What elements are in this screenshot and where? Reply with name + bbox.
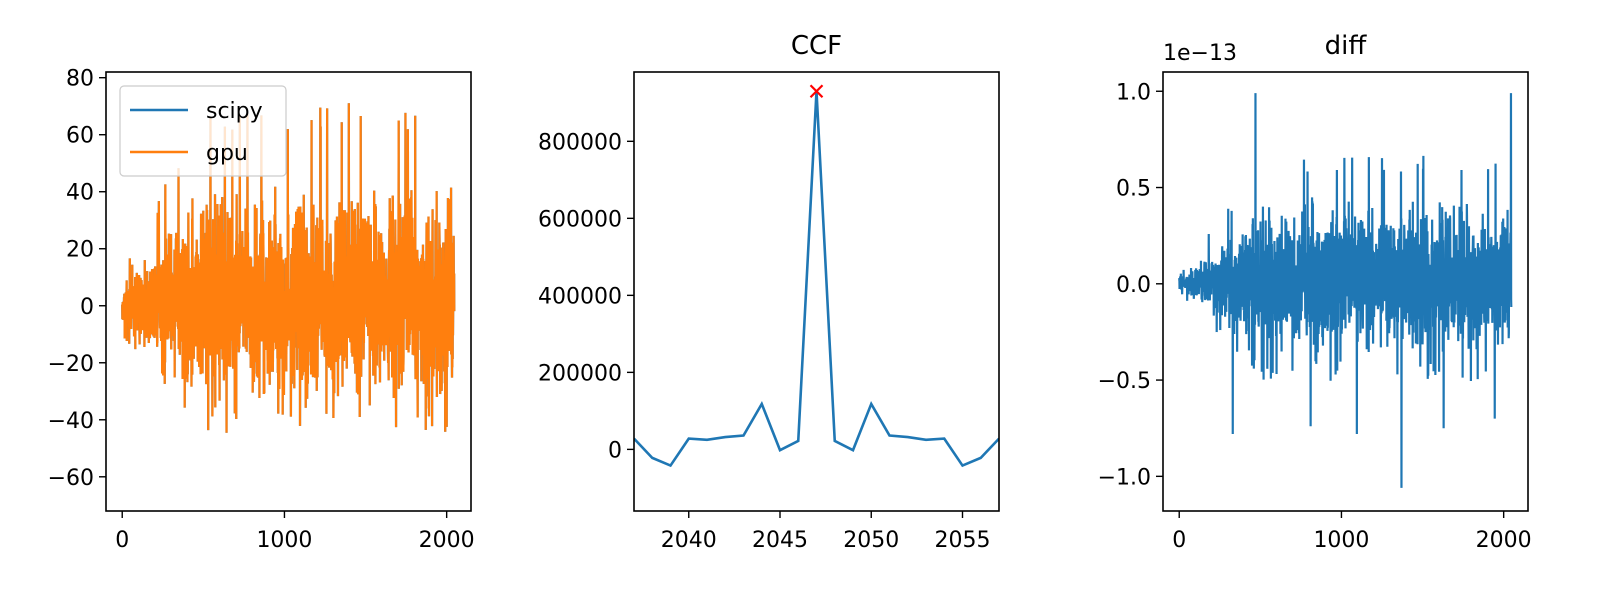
series-line-gpu [121,103,456,433]
legend-label: gpu [206,141,248,166]
panel-diff: 0 1000 2000 −1.0 −0.5 0.0 0.5 1.0 diff 1e−13 [1098,31,1532,553]
y-tick-label: 80 [66,67,94,92]
y-tick-label: 0.0 [1116,273,1151,298]
y-tick-label: −0.5 [1098,369,1151,394]
chart-title: diff [1325,31,1368,61]
ccf-line [634,91,999,468]
x-tick-label: 2000 [1476,528,1532,553]
legend-label: scipy [206,99,263,124]
legend: scipy gpu [119,85,287,177]
x-tick-label: 1000 [256,528,312,553]
plot-area [634,91,999,468]
y-tick-label: −20 [48,352,94,377]
plot-area [1178,93,1513,488]
y-tick-label: −1.0 [1098,465,1151,490]
y-tick-label: 20 [66,238,94,263]
y-tick-label: 200000 [538,361,622,386]
x-tick-label: 1000 [1313,528,1369,553]
x-tick-label: 2050 [843,528,899,553]
x-tick-label: 2055 [935,528,991,553]
x-tick-label: 2045 [752,528,808,553]
chart-title: CCF [791,31,842,61]
x-tick-label: 2040 [661,528,717,553]
axes-frame [105,71,472,512]
y-tick-label: 600000 [538,207,622,232]
y-tick-label: 0 [608,438,622,463]
y-tick-label: 40 [66,181,94,206]
y-tick-label: −40 [48,409,94,434]
y-tick-label: 800000 [538,130,622,155]
series-line-diff [1178,93,1513,488]
x-tick-label: 0 [115,528,129,553]
y-tick-label: 0.5 [1116,177,1151,202]
y-offset-label: 1e−13 [1163,41,1237,66]
axes-frame [1162,71,1529,512]
y-tick-label: 1.0 [1116,80,1151,105]
panel-signals: 0 1000 2000 −60 −40 −20 0 20 40 60 80 scipy gpu [48,67,475,553]
x-tick-label: 2000 [419,528,475,553]
y-tick-label: 60 [66,124,94,149]
axes-frame [633,71,1000,512]
y-tick-label: 400000 [538,284,622,309]
x-tick-label: 0 [1172,528,1186,553]
y-tick-label: 0 [80,295,94,320]
plot-area [121,103,456,433]
panel-ccf: 2040 2045 2050 2055 0 200000 400000 600000 80000… [538,31,1000,553]
y-tick-label: −60 [48,466,94,491]
peak-marker [809,84,824,99]
